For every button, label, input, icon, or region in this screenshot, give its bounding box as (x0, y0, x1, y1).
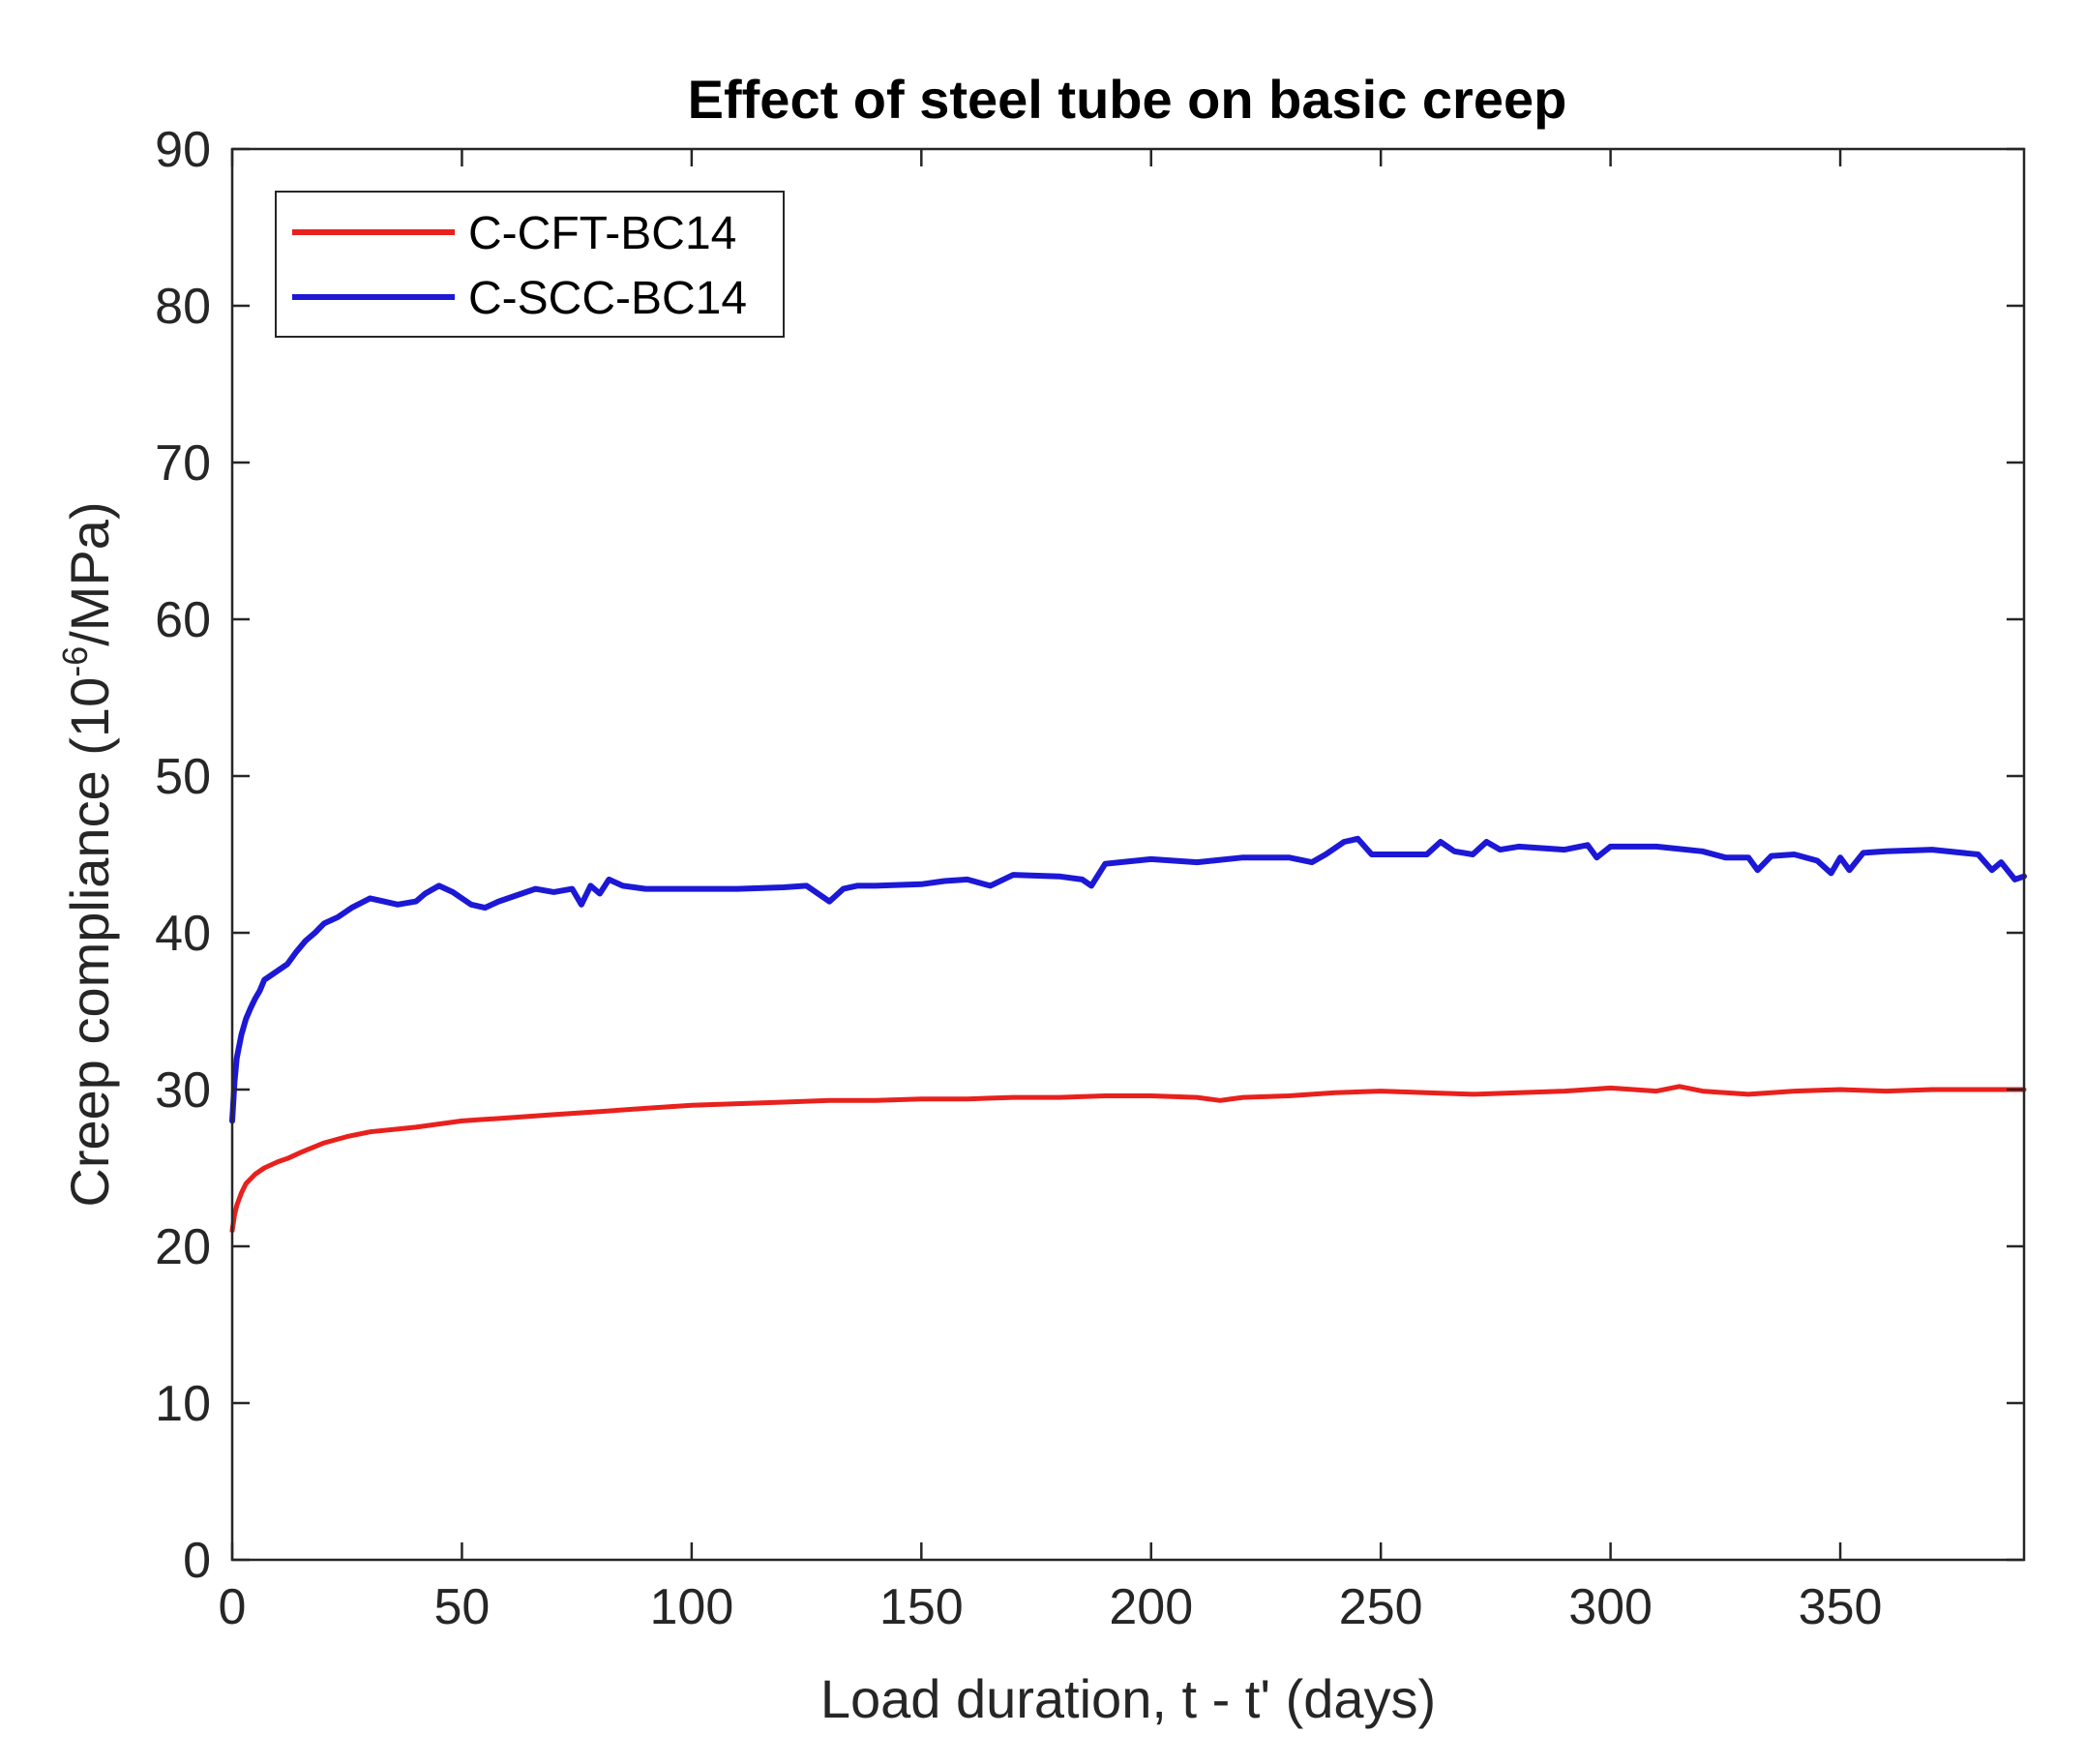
legend-box (275, 191, 785, 338)
y-tick-label: 80 (155, 279, 211, 335)
x-tick-label: 150 (879, 1579, 964, 1635)
x-tick-label: 50 (434, 1579, 491, 1635)
legend-label-scc: C-SCC-BC14 (468, 273, 747, 324)
x-tick-label: 0 (219, 1579, 247, 1635)
y-tick-label: 90 (155, 122, 211, 178)
x-tick-label: 100 (649, 1579, 733, 1635)
y-axis-label: Creep compliance (10-6/MPa) (55, 501, 120, 1207)
x-tick-label: 350 (1799, 1579, 1883, 1635)
y-tick-label: 10 (155, 1376, 211, 1432)
y-tick-label: 60 (155, 592, 211, 648)
series-line-c-cft-bc14 (229, 1084, 2027, 1234)
series-layer (229, 835, 2027, 1234)
x-tick-label: 300 (1568, 1579, 1653, 1635)
legend: C-CFT-BC14 C-SCC-BC14 (275, 191, 785, 338)
y-tick-label: 30 (155, 1062, 211, 1119)
y-axis-label-tail: /MPa) (59, 501, 120, 645)
y-axis-label-main: Creep compliance (10 (59, 677, 120, 1208)
tick-layer: 0 50 100 150 200 250 300 350 0 10 20 30 40 50 60 70 80 90 (155, 122, 2024, 1635)
x-tick-label: 250 (1339, 1579, 1423, 1635)
y-tick-label: 50 (155, 749, 211, 805)
legend-label-cft: C-CFT-BC14 (468, 208, 736, 259)
chart-title: Effect of steel tube on basic creep (688, 69, 1567, 130)
y-axis-label-superscript: -6 (55, 646, 95, 677)
x-tick-label: 200 (1109, 1579, 1193, 1635)
series-line-c-scc-bc14 (229, 835, 2027, 1124)
x-axis-label: Load duration, t - t' (days) (820, 1668, 1436, 1729)
y-tick-label: 40 (155, 906, 211, 962)
y-tick-label: 0 (183, 1533, 211, 1589)
plot-area-frame (230, 147, 2026, 1562)
y-tick-label: 20 (155, 1219, 211, 1275)
y-tick-label: 70 (155, 435, 211, 492)
